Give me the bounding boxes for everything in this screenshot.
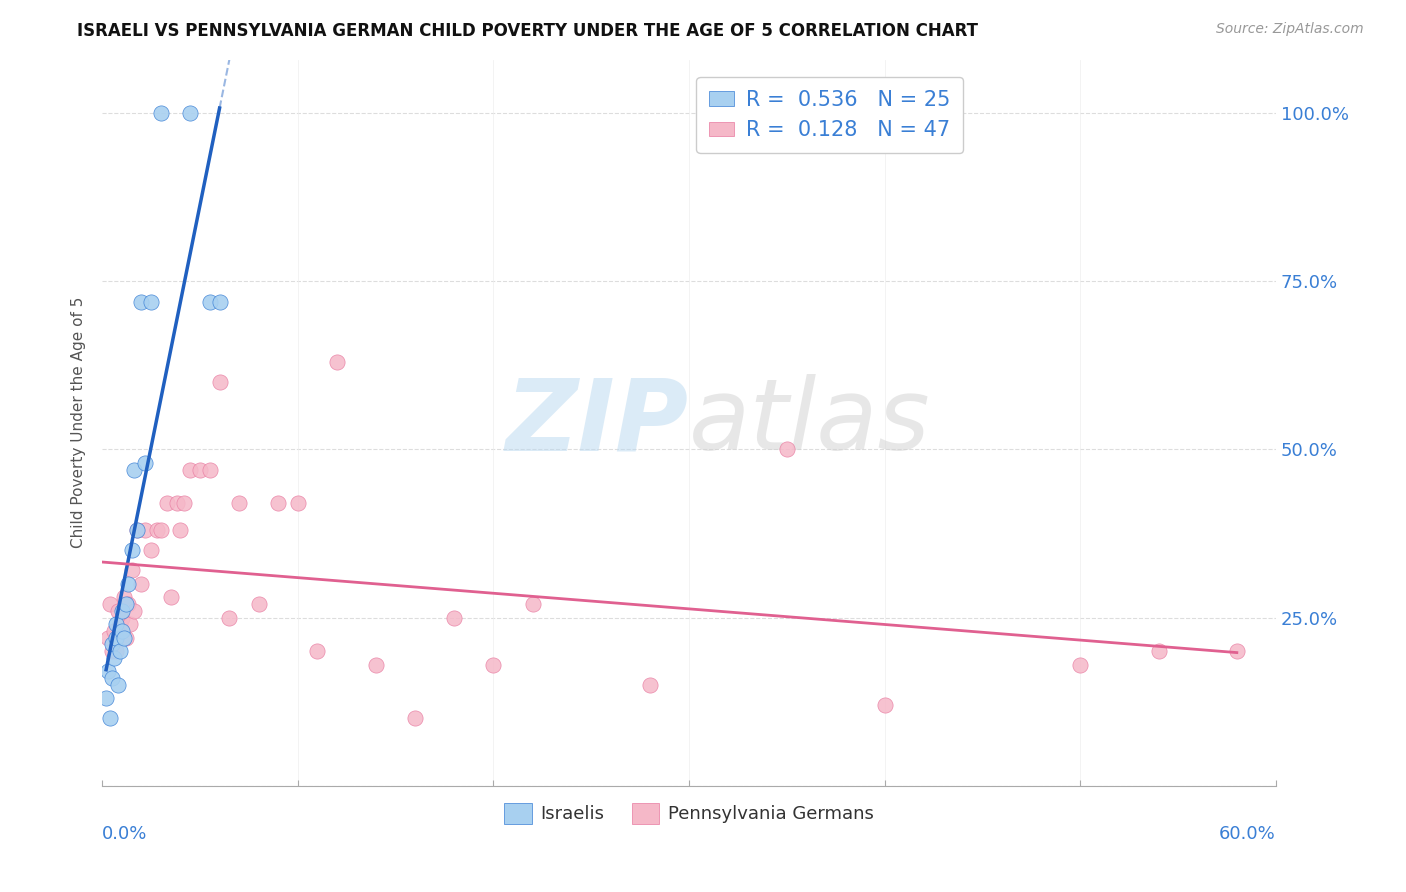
Point (208, 294, 231, 309)
Point (1147, 644, 1170, 658)
Point (127, 523, 149, 537)
Point (326, 355, 349, 369)
Point (1069, 657, 1091, 672)
Point (104, 631, 127, 645)
Point (101, 637, 124, 651)
Point (127, 523, 149, 537)
Point (776, 442, 799, 457)
Point (146, 523, 169, 537)
Point (98, 597, 121, 611)
Point (103, 650, 125, 665)
Text: atlas: atlas (689, 374, 931, 471)
Point (121, 564, 143, 578)
Point (122, 462, 145, 476)
Point (97, 631, 120, 645)
Point (247, 597, 270, 611)
Point (166, 496, 188, 510)
Point (208, 376, 231, 390)
Point (117, 597, 139, 611)
Point (112, 591, 135, 605)
Point (122, 604, 145, 618)
Point (198, 462, 221, 476)
Point (101, 671, 124, 685)
Point (364, 657, 387, 672)
Point (111, 604, 134, 618)
Point (108, 644, 131, 658)
Point (267, 496, 290, 510)
Point (107, 604, 129, 618)
Point (103, 624, 125, 638)
Point (139, 294, 162, 309)
Text: 60.0%: 60.0% (1219, 825, 1277, 844)
Point (104, 644, 127, 658)
Point (179, 462, 201, 476)
Point (111, 624, 134, 638)
Text: ZIP: ZIP (506, 374, 689, 471)
Legend: Israelis, Pennsylvania Germans: Israelis, Pennsylvania Germans (498, 796, 882, 831)
Point (156, 496, 179, 510)
Point (112, 631, 135, 645)
Point (117, 577, 139, 591)
Point (139, 543, 162, 558)
Point (404, 711, 426, 725)
Text: ISRAELI VS PENNSYLVANIA GERMAN CHILD POVERTY UNDER THE AGE OF 5 CORRELATION CHAR: ISRAELI VS PENNSYLVANIA GERMAN CHILD POV… (77, 22, 979, 40)
Point (121, 543, 143, 558)
Point (188, 462, 211, 476)
Point (134, 456, 156, 470)
Point (638, 678, 661, 692)
Text: Source: ZipAtlas.com: Source: ZipAtlas.com (1216, 22, 1364, 37)
Point (118, 617, 141, 632)
Point (179, 106, 201, 120)
Point (114, 631, 136, 645)
Y-axis label: Child Poverty Under the Age of 5: Child Poverty Under the Age of 5 (72, 297, 86, 549)
Point (873, 698, 896, 712)
Point (104, 617, 127, 632)
Point (198, 294, 221, 309)
Text: 0.0%: 0.0% (103, 825, 148, 844)
Point (159, 591, 181, 605)
Point (173, 496, 195, 510)
Point (94, 691, 117, 706)
Point (307, 644, 329, 658)
Point (218, 610, 240, 624)
Point (149, 106, 172, 120)
Point (98, 711, 121, 725)
Point (131, 294, 153, 309)
Point (149, 523, 172, 537)
Point (1226, 644, 1249, 658)
Point (443, 610, 465, 624)
Point (97, 665, 120, 679)
Point (114, 597, 136, 611)
Point (108, 617, 131, 632)
Point (522, 597, 544, 611)
Point (111, 610, 134, 624)
Point (287, 496, 309, 510)
Point (131, 577, 153, 591)
Point (107, 678, 129, 692)
Point (228, 496, 250, 510)
Point (101, 644, 124, 658)
Point (482, 657, 505, 672)
Point (134, 523, 156, 537)
Point (169, 523, 191, 537)
